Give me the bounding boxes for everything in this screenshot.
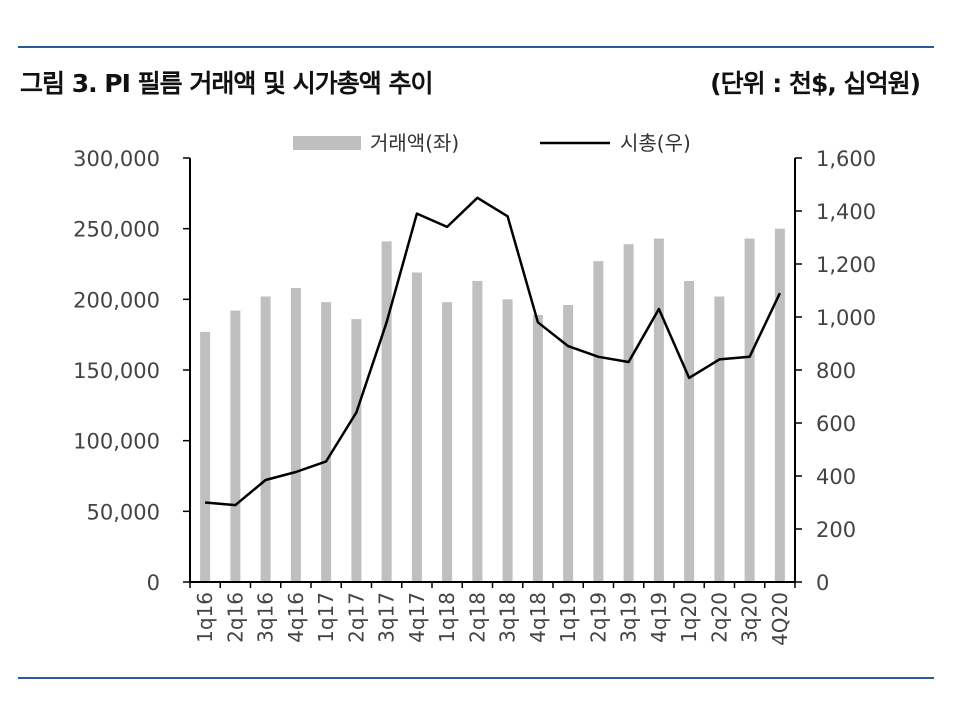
x-tick-label: 1q19 [556, 592, 580, 643]
bar-4q17 [411, 272, 422, 582]
tick-labels: 0 50,000 100,000 150,000 200,000 250,000 300,0… [73, 147, 876, 646]
bar-series [200, 228, 785, 583]
bar-2q17 [351, 319, 362, 582]
x-tick-label: 3q19 [617, 592, 641, 643]
x-tick-label: 3q16 [254, 592, 278, 643]
bar-1q16 [200, 331, 211, 582]
axes [183, 157, 802, 588]
right-tick-label: 1,600 [816, 147, 876, 171]
right-tick-label: 400 [816, 465, 856, 489]
unit-label: (단위 : 천$, 십억원) [710, 69, 921, 98]
legend-line-label: 시총(우) [620, 131, 691, 155]
x-tick-label: 3q18 [496, 592, 520, 643]
market-cap-line [204, 196, 782, 507]
bar-3q19 [623, 244, 634, 583]
x-tick-label: 2q16 [223, 592, 247, 643]
bar-3q16 [260, 296, 271, 582]
bar-2q20 [714, 296, 725, 582]
left-tick-label: 0 [147, 571, 160, 595]
bar-3q17 [381, 241, 392, 583]
bar-1q19 [563, 304, 574, 582]
left-tick-label: 300,000 [73, 147, 160, 171]
left-tick-label: 250,000 [73, 218, 160, 242]
right-tick-label: 600 [816, 412, 856, 436]
bar-3q18 [502, 299, 513, 582]
x-tick-label: 1q20 [677, 592, 701, 643]
bar-3q20 [744, 238, 755, 582]
bar-2q19 [593, 261, 604, 582]
top-rule [18, 46, 934, 48]
bar-4q16 [290, 288, 301, 582]
bar-1q17 [321, 302, 332, 582]
x-tick-label: 3q20 [738, 592, 762, 643]
right-tick-label: 200 [816, 518, 856, 542]
bar-4Q20 [774, 228, 785, 582]
legend-bar-swatch [293, 136, 361, 150]
x-tick-label: 2q19 [586, 592, 610, 643]
x-tick-label: 4q17 [405, 592, 429, 643]
left-tick-label: 200,000 [73, 288, 160, 312]
x-tick-label: 1q17 [314, 592, 338, 643]
bar-1q18 [442, 302, 453, 582]
left-tick-label: 50,000 [87, 500, 160, 524]
x-tick-label: 4q18 [526, 592, 550, 643]
right-tick-label: 1,000 [816, 306, 876, 330]
bar-2q16 [230, 310, 241, 582]
bottom-rule [18, 677, 934, 679]
x-tick-label: 1q18 [435, 592, 459, 643]
left-tick-label: 100,000 [73, 430, 160, 454]
right-tick-label: 1,400 [816, 200, 876, 224]
x-tick-label: 4q16 [284, 592, 308, 643]
right-tick-label: 800 [816, 359, 856, 383]
x-tick-label: 4Q20 [768, 592, 792, 646]
x-tick-label: 2q20 [707, 592, 731, 643]
figure-title: 그림 3. PI 필름 거래액 및 시가총액 추이 [20, 69, 433, 98]
line-series [204, 196, 782, 507]
x-tick-label: 1q16 [193, 592, 217, 643]
left-tick-label: 150,000 [73, 359, 160, 383]
bar-4q19 [653, 238, 664, 582]
legend: 거래액(좌) 시총(우) [293, 131, 691, 155]
bar-2q18 [472, 280, 483, 582]
bar-4q18 [532, 314, 543, 582]
right-tick-label: 1,200 [816, 253, 876, 277]
x-tick-label: 2q18 [465, 592, 489, 643]
x-tick-label: 4q19 [647, 592, 671, 643]
right-tick-label: 0 [816, 571, 829, 595]
legend-bar-label: 거래액(좌) [370, 131, 459, 155]
x-tick-label: 3q17 [375, 592, 399, 643]
bar-1q20 [684, 280, 695, 582]
x-tick-label: 2q17 [344, 592, 368, 643]
